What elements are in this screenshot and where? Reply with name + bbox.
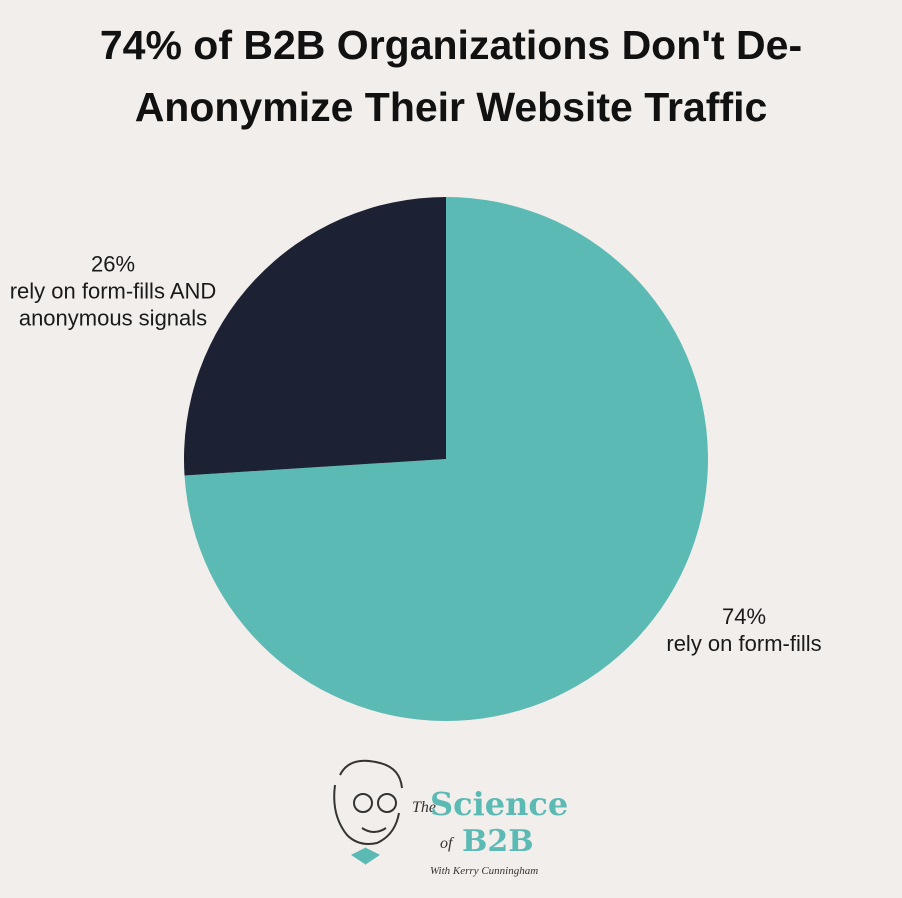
logo-text: The [412,799,436,816]
value-label: 26% [90,251,136,277]
logo-text: B2B [462,824,534,859]
slice-label: 26% rely on form-fills AND anonymous sign… [8,251,218,332]
chart-title: 74% of B2B Organizations Don't De-Anonym… [99,22,803,130]
pie-slice [184,197,446,476]
value-label: 74% [721,604,767,629]
logo-text: of [440,835,455,852]
logo-text: With Kerry Cunningham [430,865,538,877]
logo: The Science of B2B With Kerry Cunningham [333,759,568,877]
logo-text: Science [430,785,568,823]
category-label: rely on form-fills [666,631,822,656]
slice-label: 74% rely on form-fills [639,603,849,657]
logo-face [333,759,403,865]
pie-slice [184,197,709,721]
category-label: rely on form-fills AND anonymous signals [9,278,217,331]
